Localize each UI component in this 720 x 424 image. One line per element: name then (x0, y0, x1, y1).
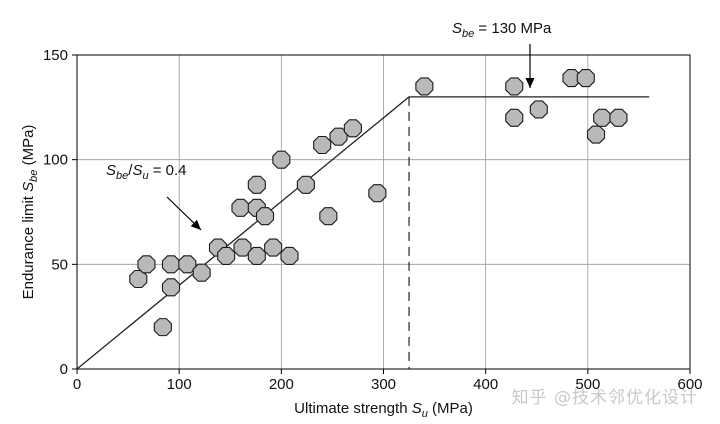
plateau-arrow-head (525, 78, 535, 88)
data-point (247, 175, 266, 194)
watermark-text: 知乎 @技术邻优化设计 (511, 388, 698, 408)
axis-ticks: 0 100 200 300 400 500 600 0 50 100 150 (43, 47, 703, 393)
plateau-annotation: Sbe = 130 MPa (452, 20, 552, 40)
data-point (192, 263, 211, 282)
data-point (319, 207, 338, 226)
x-tick-label: 0 (73, 376, 81, 393)
slope-arrow-head (190, 219, 201, 230)
data-point (505, 77, 524, 96)
data-point (231, 198, 250, 217)
y-tick-label: 100 (43, 152, 68, 169)
data-point (264, 238, 283, 257)
data-point (161, 278, 181, 297)
data-point (296, 175, 315, 194)
data-point (415, 77, 434, 96)
data-point (280, 246, 299, 266)
y-tick-label: 0 (60, 361, 68, 378)
x-tick-label: 100 (167, 376, 192, 393)
data-point (153, 318, 172, 337)
data-point (576, 68, 595, 88)
y-tick-label: 150 (43, 47, 68, 64)
data-point (129, 269, 148, 289)
data-point (247, 246, 266, 266)
data-point (586, 125, 606, 144)
annotations (166, 44, 535, 231)
data-point (313, 135, 332, 155)
x-tick-label: 500 (575, 376, 600, 393)
x-axis-title: Ultimate strength Su (MPa) (294, 400, 473, 420)
data-point (233, 238, 252, 257)
data-point (217, 246, 236, 266)
data-point (529, 100, 548, 119)
fit-lines (76, 96, 650, 370)
x-tick-label: 200 (269, 376, 294, 393)
x-tick-label: 600 (677, 376, 702, 393)
x-tick-label: 400 (473, 376, 498, 393)
y-axis-title: Endurance limit Sbe (MPa) (20, 125, 40, 300)
data-point (368, 184, 387, 203)
data-point (161, 255, 181, 274)
slope-annotation: Sbe/Su = 0.4 (106, 162, 187, 182)
x-tick-label: 300 (371, 376, 396, 393)
data-point (272, 150, 291, 169)
data-points (129, 68, 628, 337)
data-point (178, 255, 197, 274)
data-point (609, 108, 628, 127)
data-point (255, 207, 275, 226)
data-point (137, 255, 156, 274)
y-tick-label: 50 (51, 256, 68, 273)
data-point (343, 119, 362, 138)
data-point (505, 108, 524, 127)
data-point (593, 108, 612, 127)
